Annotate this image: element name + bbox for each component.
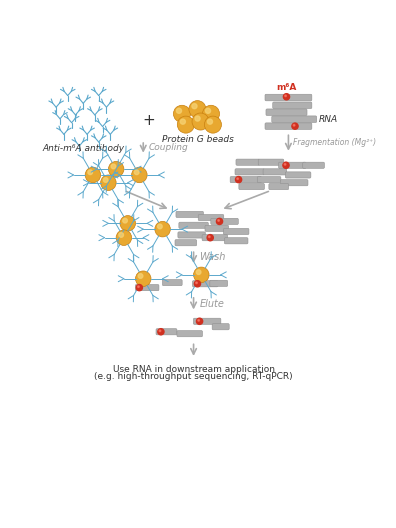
Circle shape [120,215,135,231]
Text: Wash: Wash [199,252,226,262]
Circle shape [135,271,151,287]
FancyBboxPatch shape [265,94,312,101]
Text: RNA: RNA [319,115,338,124]
FancyBboxPatch shape [272,116,317,122]
Circle shape [158,328,164,335]
Circle shape [189,101,206,118]
FancyBboxPatch shape [258,159,284,165]
FancyBboxPatch shape [286,172,311,178]
FancyBboxPatch shape [239,183,265,190]
Text: +: + [143,114,155,128]
Circle shape [192,103,197,109]
FancyBboxPatch shape [236,159,260,165]
Circle shape [195,116,200,121]
FancyBboxPatch shape [266,109,307,116]
Circle shape [196,282,197,284]
FancyBboxPatch shape [280,180,308,186]
FancyBboxPatch shape [176,211,204,218]
Circle shape [123,218,128,223]
Circle shape [209,236,210,238]
Circle shape [196,318,203,324]
Circle shape [194,267,209,282]
FancyBboxPatch shape [179,222,208,229]
Circle shape [177,116,194,133]
Circle shape [292,123,298,129]
FancyBboxPatch shape [278,162,306,168]
FancyBboxPatch shape [265,123,312,129]
Circle shape [131,167,147,183]
FancyBboxPatch shape [177,331,202,337]
FancyBboxPatch shape [230,176,261,183]
FancyBboxPatch shape [192,281,218,287]
Text: m⁶A: m⁶A [276,83,297,92]
Circle shape [134,170,139,175]
Circle shape [177,108,181,114]
Circle shape [158,224,162,229]
Circle shape [283,162,289,168]
Text: (e.g. high-throughput sequencing, RT-qPCR): (e.g. high-throughput sequencing, RT-qPC… [94,372,293,381]
Circle shape [85,167,101,183]
Circle shape [237,178,238,180]
Text: Use RNA in downstream application: Use RNA in downstream application [112,365,274,374]
Circle shape [284,164,286,165]
FancyBboxPatch shape [135,285,159,291]
FancyBboxPatch shape [225,238,248,244]
FancyBboxPatch shape [178,232,206,238]
Circle shape [196,270,201,275]
FancyBboxPatch shape [162,279,182,286]
Circle shape [293,125,295,126]
FancyBboxPatch shape [273,102,312,109]
Circle shape [88,170,93,175]
Circle shape [173,105,190,122]
Circle shape [208,119,213,124]
Circle shape [236,176,242,183]
Circle shape [285,95,286,97]
FancyBboxPatch shape [202,234,228,241]
Circle shape [216,218,223,224]
Circle shape [101,175,116,191]
FancyBboxPatch shape [193,318,221,324]
FancyBboxPatch shape [198,214,224,221]
FancyBboxPatch shape [235,169,265,175]
Text: Elute: Elute [199,299,224,309]
Circle shape [111,164,116,169]
Circle shape [136,285,143,291]
FancyBboxPatch shape [212,324,229,330]
Circle shape [218,220,219,221]
FancyBboxPatch shape [210,280,228,287]
Circle shape [202,105,219,122]
FancyBboxPatch shape [205,225,228,231]
Circle shape [116,230,131,246]
Circle shape [119,233,124,237]
Circle shape [194,281,200,287]
FancyBboxPatch shape [175,240,197,246]
Circle shape [192,113,209,130]
FancyBboxPatch shape [263,169,287,175]
Text: Fragmentation (Mg²⁺): Fragmentation (Mg²⁺) [293,138,377,147]
Circle shape [103,177,108,182]
Circle shape [207,234,213,241]
Circle shape [155,221,170,237]
FancyBboxPatch shape [303,162,324,168]
Text: Protein G beads: Protein G beads [162,136,233,145]
Circle shape [204,116,221,133]
FancyBboxPatch shape [211,218,238,224]
Circle shape [138,286,139,287]
Circle shape [284,93,289,100]
Circle shape [206,108,211,114]
Circle shape [180,119,185,124]
FancyBboxPatch shape [257,176,281,183]
FancyBboxPatch shape [223,229,249,234]
Circle shape [159,330,161,332]
Circle shape [198,319,200,321]
Circle shape [138,274,143,278]
FancyBboxPatch shape [269,183,289,190]
Text: Anti-m⁶A antibody: Anti-m⁶A antibody [42,144,124,153]
FancyBboxPatch shape [156,328,177,335]
Text: Coupling: Coupling [149,144,189,153]
Circle shape [109,162,124,177]
